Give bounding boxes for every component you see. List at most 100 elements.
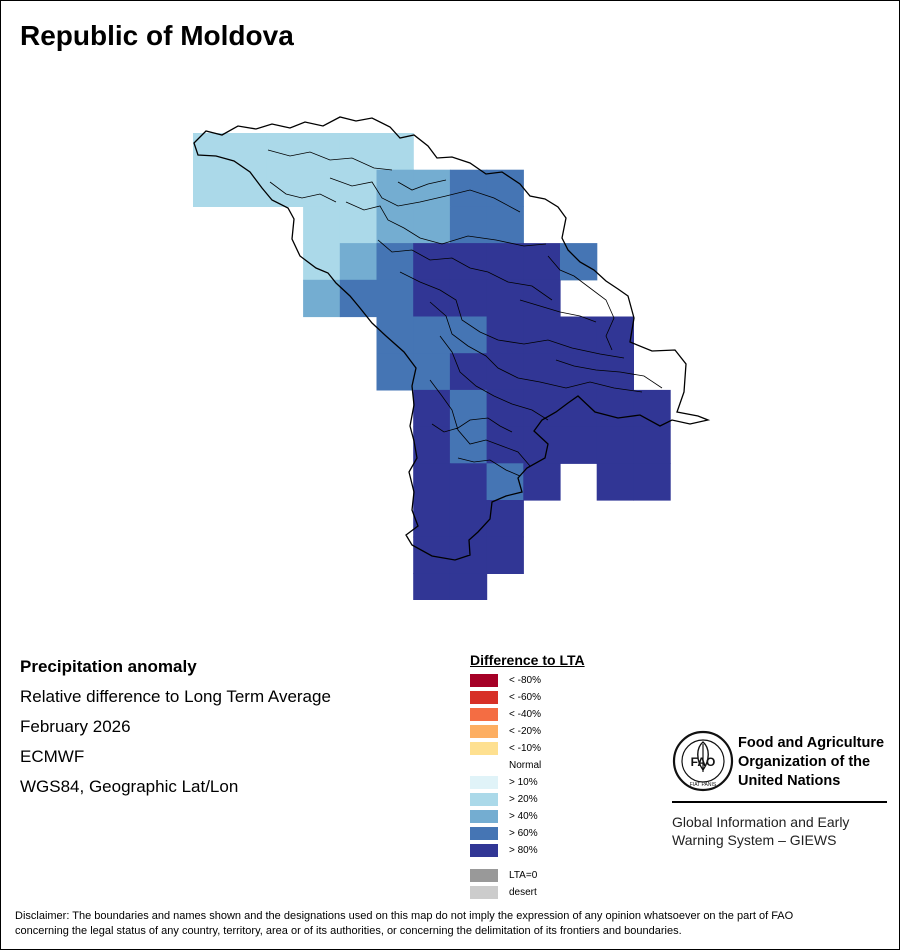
legend-label: < -60% bbox=[509, 692, 541, 703]
anomaly-cell bbox=[523, 389, 561, 428]
anomaly-cell bbox=[633, 426, 671, 464]
legend-item: Normal bbox=[470, 757, 585, 774]
legend-swatch bbox=[470, 691, 498, 704]
anomaly-cell bbox=[596, 316, 634, 354]
anomaly-cell bbox=[449, 426, 488, 464]
legend-label: < -80% bbox=[509, 675, 541, 686]
anomaly-cell bbox=[413, 573, 451, 600]
anomaly-cell bbox=[523, 279, 561, 318]
anomaly-cell bbox=[413, 316, 451, 354]
anomaly-cell bbox=[449, 463, 488, 501]
anomaly-cell bbox=[413, 206, 451, 244]
disclaimer-line-2: concerning the legal status of any count… bbox=[15, 925, 682, 937]
legend-classes: < -80% < -60% < -40% < -20% < -10% Normal > 10… bbox=[470, 672, 585, 859]
anomaly-cell bbox=[376, 206, 414, 244]
legend-item: < -80% bbox=[470, 672, 585, 689]
anomaly-cell bbox=[523, 243, 561, 281]
legend-swatch bbox=[470, 776, 498, 789]
legend-label: > 40% bbox=[509, 811, 538, 822]
anomaly-cell bbox=[486, 169, 524, 207]
giews-line-2: Warning System – GIEWS bbox=[672, 832, 837, 848]
legend-swatch bbox=[470, 708, 498, 721]
legend-swatch bbox=[470, 886, 498, 899]
anomaly-cell bbox=[596, 426, 634, 464]
legend-item: LTA=0 bbox=[470, 867, 585, 884]
anomaly-cell bbox=[413, 389, 451, 428]
fao-emblem-icon: FAO FIAT PANIS bbox=[672, 730, 734, 792]
fao-emblem-text: FAO bbox=[691, 755, 716, 769]
anomaly-cell bbox=[339, 279, 378, 318]
anomaly-cell bbox=[376, 316, 414, 354]
fao-emblem-motto: FIAT PANIS bbox=[690, 782, 717, 788]
legend-swatch bbox=[470, 725, 498, 738]
info-model: ECMWF bbox=[20, 747, 85, 766]
anomaly-cell bbox=[560, 353, 598, 391]
anomaly-cell bbox=[523, 353, 561, 391]
legend: Difference to LTA < -80% < -60% < -40% < -2… bbox=[470, 652, 585, 901]
anomaly-cell bbox=[523, 316, 561, 354]
legend-swatch bbox=[470, 759, 498, 772]
anomaly-cell bbox=[486, 206, 524, 244]
anomaly-grid bbox=[193, 133, 671, 600]
anomaly-cell bbox=[560, 316, 598, 354]
anomaly-cell bbox=[486, 316, 524, 354]
legend-swatch bbox=[470, 869, 498, 882]
anomaly-cell bbox=[596, 463, 634, 501]
anomaly-cell bbox=[596, 389, 634, 428]
legend-label: < -10% bbox=[509, 743, 541, 754]
legend-label: < -40% bbox=[509, 709, 541, 720]
legend-item: < -40% bbox=[470, 706, 585, 723]
legend-swatch bbox=[470, 827, 498, 840]
info-projection: WGS84, Geographic Lat/Lon bbox=[20, 777, 239, 796]
anomaly-cell bbox=[449, 243, 488, 281]
anomaly-cell bbox=[413, 279, 451, 318]
fao-org-line-2: Organization of the bbox=[738, 754, 871, 770]
anomaly-cell bbox=[523, 463, 561, 501]
anomaly-cell bbox=[266, 169, 304, 207]
legend-item: < -60% bbox=[470, 689, 585, 706]
fao-org-line-1: Food and Agriculture bbox=[738, 735, 885, 751]
legend-item: < -10% bbox=[470, 740, 585, 757]
anomaly-cell bbox=[449, 353, 488, 391]
giews-line-1: Global Information and Early bbox=[672, 814, 850, 830]
anomaly-cell bbox=[339, 133, 378, 171]
anomaly-cell bbox=[523, 426, 561, 464]
anomaly-cell bbox=[560, 426, 598, 464]
legend-item: desert bbox=[470, 884, 585, 901]
anomaly-cell bbox=[486, 279, 524, 318]
moldova-border bbox=[193, 116, 711, 561]
anomaly-cell bbox=[449, 316, 488, 354]
anomaly-cell bbox=[486, 536, 524, 574]
legend-item: > 20% bbox=[470, 791, 585, 808]
legend-label: Normal bbox=[509, 760, 542, 771]
anomaly-cell bbox=[486, 389, 524, 428]
anomaly-cell bbox=[449, 573, 488, 600]
legend-item: > 10% bbox=[470, 774, 585, 791]
legend-swatch bbox=[470, 742, 498, 755]
anomaly-cell bbox=[633, 463, 671, 501]
legend-swatch bbox=[470, 674, 498, 687]
legend-extra: LTA=0 desert bbox=[470, 867, 585, 901]
district-boundaries bbox=[267, 149, 663, 477]
legend-title: Difference to LTA bbox=[470, 652, 585, 668]
anomaly-cell bbox=[339, 169, 378, 207]
legend-label: > 60% bbox=[509, 828, 538, 839]
legend-swatch bbox=[470, 793, 498, 806]
anomaly-cell bbox=[413, 463, 451, 501]
fao-organization-name: Food and Agriculture Organization of the… bbox=[738, 734, 884, 791]
anomaly-cell bbox=[376, 133, 414, 171]
anomaly-cell bbox=[486, 243, 524, 281]
anomaly-cell bbox=[376, 169, 414, 207]
anomaly-cell bbox=[303, 206, 341, 244]
legend-label: > 20% bbox=[509, 794, 538, 805]
legend-swatch bbox=[470, 844, 498, 857]
anomaly-cell bbox=[486, 500, 524, 538]
legend-label: LTA=0 bbox=[509, 870, 538, 881]
legend-label: < -20% bbox=[509, 726, 541, 737]
info-period: February 2026 bbox=[20, 717, 131, 736]
anomaly-cell bbox=[303, 279, 341, 318]
fao-org-line-3: United Nations bbox=[738, 773, 841, 789]
map-info: Precipitation anomaly Relative differenc… bbox=[20, 656, 331, 806]
anomaly-cell bbox=[449, 500, 488, 538]
anomaly-cell bbox=[303, 133, 341, 171]
